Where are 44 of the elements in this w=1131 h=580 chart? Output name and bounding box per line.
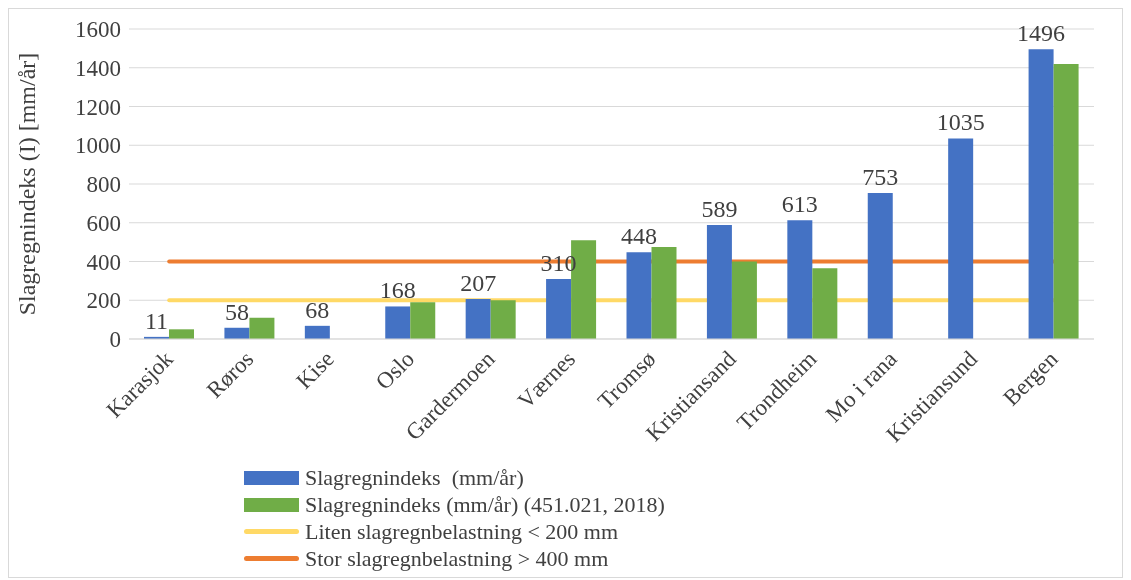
data-label: 1035 xyxy=(936,109,985,136)
legend-label: Stor slagregnbelastning > 400 mm xyxy=(305,545,609,572)
bar xyxy=(626,252,652,339)
bar xyxy=(731,261,757,339)
y-tick-label: 0 xyxy=(109,327,121,353)
data-label: 753 xyxy=(862,164,899,191)
bar xyxy=(490,300,516,339)
bar xyxy=(410,302,436,339)
legend-label: Liten slagregnbelastning < 200 mm xyxy=(305,518,619,545)
bar xyxy=(867,193,893,339)
bar xyxy=(812,268,838,339)
bar xyxy=(249,317,275,339)
y-tick-label: 600 xyxy=(86,210,121,236)
bar xyxy=(546,278,572,339)
bar xyxy=(1053,63,1079,339)
legend-label: Slagregnindeks (mm/år) xyxy=(305,464,524,491)
y-tick-label: 400 xyxy=(86,249,121,275)
data-label: 613 xyxy=(781,191,818,218)
bar xyxy=(169,329,194,339)
data-label: 448 xyxy=(621,223,657,250)
data-label: 168 xyxy=(379,277,416,304)
data-label: 207 xyxy=(460,269,497,296)
y-tick-label: 800 xyxy=(86,172,121,198)
bar xyxy=(948,138,974,339)
y-tick-label: 1200 xyxy=(75,94,121,120)
bar xyxy=(465,298,491,339)
bar xyxy=(304,325,330,339)
x-tick-label: Kise xyxy=(291,346,339,394)
y-tick-label: 1600 xyxy=(75,17,121,43)
y-tick-label: 1000 xyxy=(75,133,121,159)
bar xyxy=(385,306,411,339)
data-label: 68 xyxy=(305,296,330,323)
data-label: 1496 xyxy=(1017,20,1066,47)
y-tick-label: 200 xyxy=(86,288,121,314)
data-label: 589 xyxy=(701,195,738,222)
bar xyxy=(651,246,677,339)
y-axis-title: Slagregnindeks (I) [mm/år] xyxy=(13,52,40,316)
bar xyxy=(706,224,732,339)
bar xyxy=(787,220,813,339)
legend-label: Slagregnindeks (mm/år) (451.021, 2018) xyxy=(305,491,665,518)
y-tick-label: 1400 xyxy=(75,55,121,81)
data-label: 58 xyxy=(224,298,249,325)
bar xyxy=(1028,49,1054,339)
data-label: 11 xyxy=(144,307,169,334)
